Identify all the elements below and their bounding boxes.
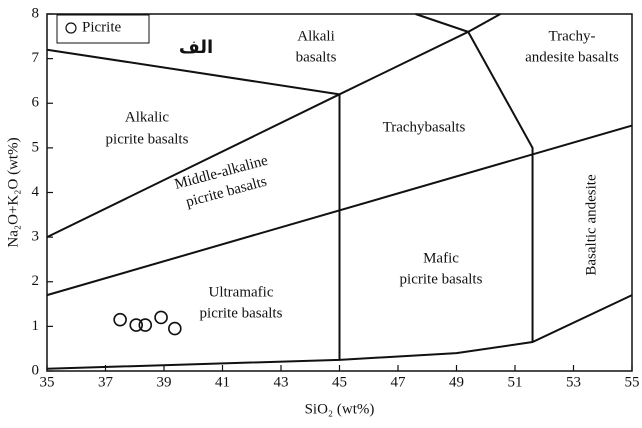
x-tick-label: 55: [625, 374, 640, 390]
field-boundary: [339, 30, 534, 342]
data-point: [154, 310, 168, 325]
y-tick-label: 0: [32, 362, 40, 378]
x-tick-label: 45: [332, 374, 347, 390]
field-label-line: andesite basalts: [525, 49, 619, 65]
field-label: Trachy-andesite basalts: [525, 28, 619, 65]
field-boundary: [46, 93, 340, 239]
data-point: [113, 312, 127, 327]
y-tick-label: 8: [32, 5, 40, 21]
x-tick-label: 41: [215, 374, 230, 390]
field-label-line: Ultramafic: [209, 284, 274, 300]
y-tick-label: 2: [32, 273, 40, 289]
field-label: Ultramafic picrite basalts: [200, 284, 283, 321]
x-axis-label: SiO₂ (wt%): [305, 401, 375, 417]
y-tick-label: 4: [32, 184, 40, 200]
field-label-line: Basaltic andesite: [583, 174, 599, 276]
x-tick-label: 51: [508, 374, 523, 390]
y-tick-label: 7: [32, 50, 40, 66]
field-label-line: picrite basalts: [200, 305, 283, 321]
y-tick-label: 6: [32, 95, 40, 111]
field-label-line: Alkali: [297, 28, 335, 44]
x-tick-label: 49: [449, 374, 464, 390]
y-tick-label: 1: [32, 318, 40, 334]
x-tick-label: 37: [98, 374, 114, 390]
x-tick-label: 47: [391, 374, 407, 390]
field-boundary: [46, 48, 340, 96]
field-label-line: picrite basalts: [400, 271, 483, 287]
field-label-line: picrite basalts: [106, 131, 189, 147]
data-point: [168, 321, 182, 336]
x-tick-label: 35: [40, 374, 55, 390]
field-label: Alkali basalts: [296, 28, 337, 65]
y-axis-label: Na₂O+K₂O (wt%): [5, 137, 21, 247]
annotation: الف: [179, 37, 213, 58]
field-label-line: Mafic: [423, 250, 459, 266]
field-label: Basaltic andesite: [583, 174, 599, 276]
field-label: Mafic picrite basalts: [400, 250, 483, 287]
x-tick-label: 39: [157, 374, 172, 390]
field-label: Alkalic picrite basalts: [106, 109, 189, 147]
field-label-line: Trachy-: [549, 28, 596, 44]
legend-label: Picrite: [82, 19, 121, 35]
legend-marker: [65, 22, 77, 34]
field-label: Trachybasalts: [383, 119, 466, 135]
field-label-line: Trachybasalts: [383, 119, 466, 135]
legend-box: [56, 14, 150, 44]
x-tick-label: 53: [566, 374, 581, 390]
data-point: [129, 318, 144, 332]
field-label-line: Alkalic: [125, 109, 169, 125]
y-tick-label: 3: [32, 229, 40, 245]
field-boundary: [415, 13, 501, 33]
field-label-line: basalts: [296, 49, 337, 65]
data-point: [138, 318, 153, 332]
x-tick-label: 43: [274, 374, 289, 390]
field-boundary: [46, 294, 633, 370]
y-tick-label: 5: [32, 139, 40, 155]
